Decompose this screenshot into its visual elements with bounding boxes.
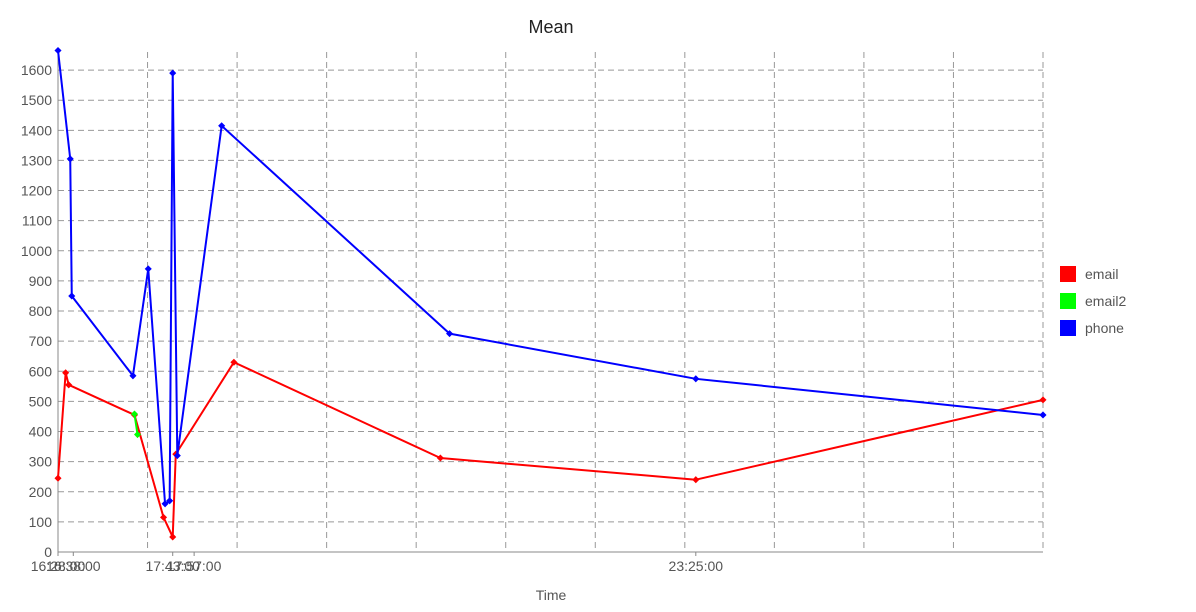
- data-point-phone: [129, 372, 137, 380]
- data-point-email: [160, 513, 168, 521]
- data-point-email: [230, 358, 238, 366]
- legend-swatch-email: [1060, 266, 1076, 282]
- data-point-phone: [68, 292, 76, 300]
- x-tick-label: 16:28:00: [31, 558, 86, 574]
- y-tick-label: 1600: [21, 62, 52, 78]
- legend-label-email2: email2: [1085, 293, 1126, 309]
- y-tick-label: 100: [29, 514, 53, 530]
- y-tick-label: 200: [29, 484, 53, 500]
- y-tick-label: 600: [29, 363, 53, 379]
- series-phone: [54, 46, 1047, 508]
- data-point-email: [692, 476, 700, 484]
- data-point-phone: [66, 155, 74, 163]
- data-point-email2: [130, 410, 139, 418]
- y-tick-label: 1500: [21, 92, 52, 108]
- y-tick-label: 900: [29, 273, 53, 289]
- y-tick-label: 400: [29, 424, 53, 440]
- y-tick-label: 1400: [21, 122, 52, 138]
- series-email: [54, 358, 1047, 541]
- x-tick-label: 23:25:00: [669, 558, 724, 574]
- series-line-phone: [57, 50, 1044, 505]
- y-tick-label: 1000: [21, 243, 52, 259]
- chart-title: Mean: [528, 17, 573, 37]
- data-point-email: [54, 474, 62, 482]
- y-tick-label: 500: [29, 393, 53, 409]
- data-point-email2: [133, 430, 142, 439]
- y-tick-label: 700: [29, 333, 53, 349]
- y-tick-label: 1200: [21, 183, 52, 199]
- data-point-phone: [166, 497, 174, 505]
- data-point-email: [1039, 396, 1047, 404]
- legend: email email2 phone: [1060, 266, 1126, 336]
- series-group: [54, 46, 1047, 541]
- legend-swatch-phone: [1060, 320, 1076, 336]
- series-line-email2: [133, 413, 139, 435]
- data-point-phone: [169, 69, 177, 77]
- data-point-phone: [218, 122, 226, 130]
- legend-label-phone: phone: [1085, 320, 1124, 336]
- data-point-email: [169, 533, 177, 541]
- series-line-email: [57, 361, 1044, 538]
- data-point-phone: [446, 330, 454, 338]
- y-tick-label: 1100: [22, 213, 52, 229]
- series-email2: [130, 410, 142, 439]
- y-axis-ticks: 0 100 200 300 400 500 600 700 800 900 1000 1100 1200…: [21, 62, 52, 560]
- data-point-email: [62, 369, 70, 377]
- data-point-phone: [144, 265, 152, 273]
- x-tick-label: 16:38:00: [46, 558, 101, 574]
- data-point-phone: [1039, 411, 1047, 419]
- x-tick-label: 17:43:00: [145, 558, 200, 574]
- data-point-phone: [161, 500, 169, 508]
- data-point-phone: [173, 452, 181, 460]
- x-axis-title: Time: [536, 587, 567, 603]
- y-tick-label: 1300: [21, 152, 52, 168]
- y-tick-label: 800: [29, 303, 53, 319]
- data-point-email: [436, 454, 444, 462]
- grid: [57, 52, 1044, 553]
- data-point-phone: [54, 46, 62, 55]
- y-tick-label: 0: [44, 544, 52, 560]
- legend-swatch-email2: [1060, 293, 1076, 309]
- data-point-phone: [692, 375, 700, 383]
- legend-label-email: email: [1085, 266, 1118, 282]
- y-tick-label: 300: [29, 454, 53, 470]
- data-point-email: [65, 381, 73, 389]
- x-tick-label: 17:57:00: [167, 558, 222, 574]
